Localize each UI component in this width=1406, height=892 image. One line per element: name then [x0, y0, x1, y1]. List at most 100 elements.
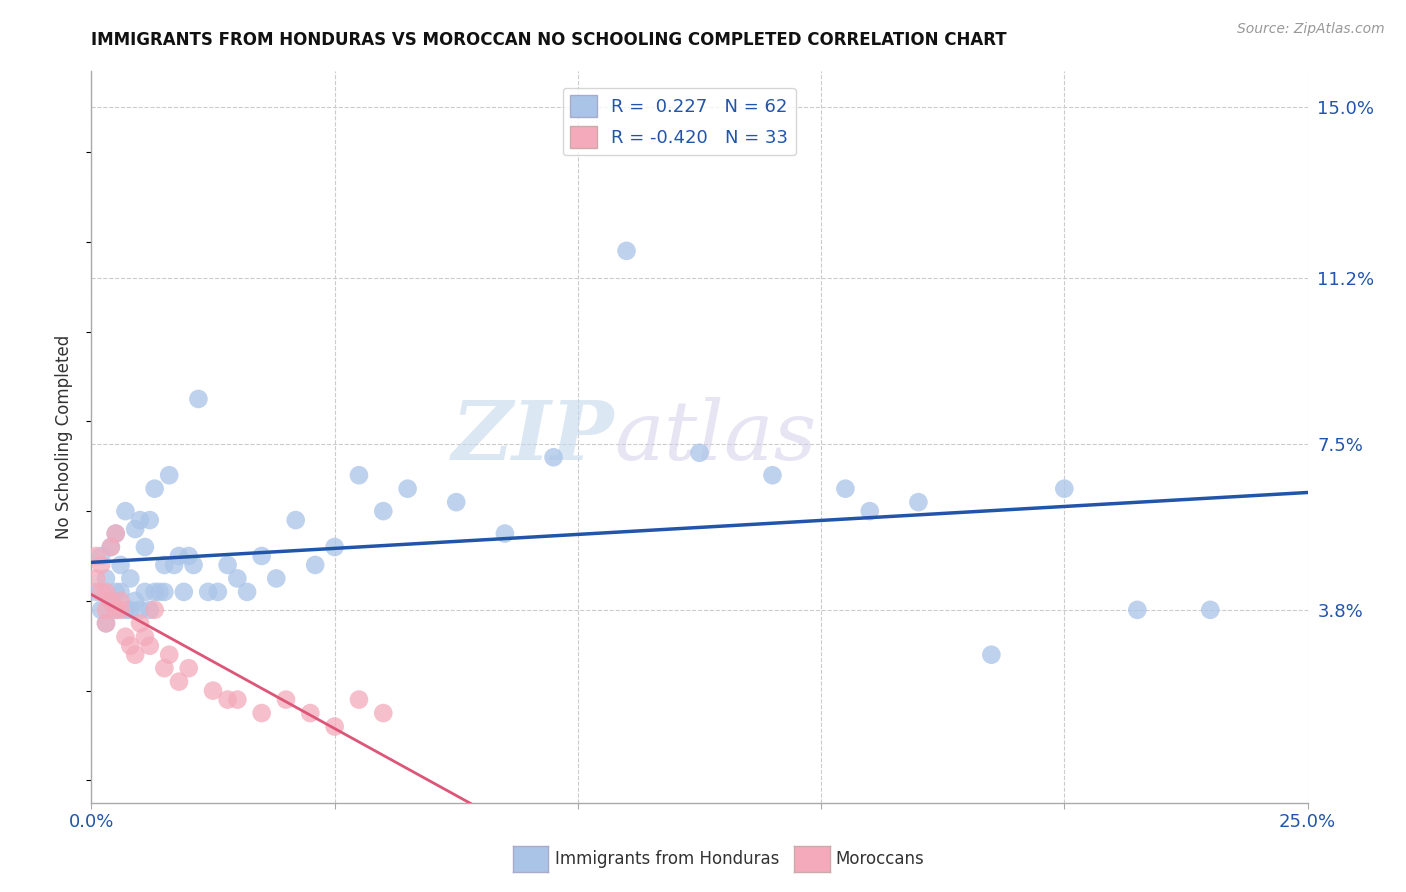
Point [90, 558, 112, 572]
Point [94, 571, 117, 585]
Point [167, 549, 190, 563]
Point [114, 630, 136, 644]
Point [980, 648, 1002, 662]
Point [177, 549, 200, 563]
Point [373, 504, 395, 518]
Point [104, 526, 127, 541]
Point [84, 585, 107, 599]
Point [299, 706, 322, 720]
Point [129, 603, 152, 617]
Point [197, 585, 219, 599]
Point [373, 706, 395, 720]
Point [304, 558, 326, 572]
Point [94, 616, 117, 631]
Point [250, 706, 273, 720]
Point [94, 616, 117, 631]
Point [207, 585, 229, 599]
Point [100, 540, 122, 554]
Point [90, 603, 112, 617]
Point [323, 719, 346, 733]
Point [104, 603, 127, 617]
Point [120, 639, 142, 653]
Point [157, 648, 180, 662]
Point [494, 526, 516, 541]
Point [84, 549, 107, 563]
Point [120, 603, 142, 617]
Point [134, 540, 156, 554]
Point [94, 585, 117, 599]
Text: IMMIGRANTS FROM HONDURAS VS MOROCCAN NO SCHOOLING COMPLETED CORRELATION CHART: IMMIGRANTS FROM HONDURAS VS MOROCCAN NO … [91, 31, 1007, 49]
Point [157, 468, 180, 483]
Point [148, 585, 170, 599]
Point [396, 482, 419, 496]
Point [616, 244, 638, 258]
Point [100, 594, 122, 608]
Point [114, 603, 136, 617]
Point [90, 585, 112, 599]
Point [143, 603, 166, 617]
Point [444, 495, 467, 509]
Point [124, 648, 146, 662]
Point [143, 482, 166, 496]
Point [163, 558, 186, 572]
Point [226, 692, 249, 706]
Point [124, 594, 146, 608]
Text: ZIP: ZIP [451, 397, 614, 477]
Point [110, 585, 132, 599]
Point [153, 558, 176, 572]
Y-axis label: No Schooling Completed: No Schooling Completed [55, 335, 73, 539]
Point [236, 585, 259, 599]
Point [110, 558, 132, 572]
Point [543, 450, 565, 465]
Point [143, 585, 166, 599]
Point [173, 585, 195, 599]
Point [177, 661, 200, 675]
Point [264, 571, 287, 585]
Point [250, 549, 273, 563]
Point [104, 526, 127, 541]
Point [139, 639, 162, 653]
Point [274, 692, 297, 706]
Text: Immigrants from Honduras: Immigrants from Honduras [555, 850, 780, 868]
Point [94, 603, 117, 617]
Point [284, 513, 307, 527]
Text: Source: ZipAtlas.com: Source: ZipAtlas.com [1237, 22, 1385, 37]
Point [139, 513, 162, 527]
Point [153, 661, 176, 675]
Point [90, 549, 112, 563]
Point [1199, 603, 1222, 617]
Point [134, 630, 156, 644]
Point [834, 482, 856, 496]
Point [129, 616, 152, 631]
Point [907, 495, 929, 509]
Point [84, 571, 107, 585]
Point [153, 585, 176, 599]
Point [100, 540, 122, 554]
Point [124, 522, 146, 536]
Point [1053, 482, 1076, 496]
Point [104, 603, 127, 617]
Point [217, 692, 239, 706]
Point [688, 446, 710, 460]
Point [167, 674, 190, 689]
Point [202, 683, 225, 698]
Point [226, 571, 249, 585]
Point [859, 504, 882, 518]
Point [323, 540, 346, 554]
Point [347, 468, 370, 483]
Point [110, 594, 132, 608]
Point [100, 594, 122, 608]
Point [114, 504, 136, 518]
Text: Moroccans: Moroccans [835, 850, 924, 868]
Text: atlas: atlas [614, 397, 817, 477]
Point [1126, 603, 1149, 617]
Point [129, 513, 152, 527]
Point [104, 585, 127, 599]
Point [139, 603, 162, 617]
Point [761, 468, 783, 483]
Point [120, 571, 142, 585]
Point [347, 692, 370, 706]
Point [183, 558, 205, 572]
Point [217, 558, 239, 572]
Point [110, 603, 132, 617]
